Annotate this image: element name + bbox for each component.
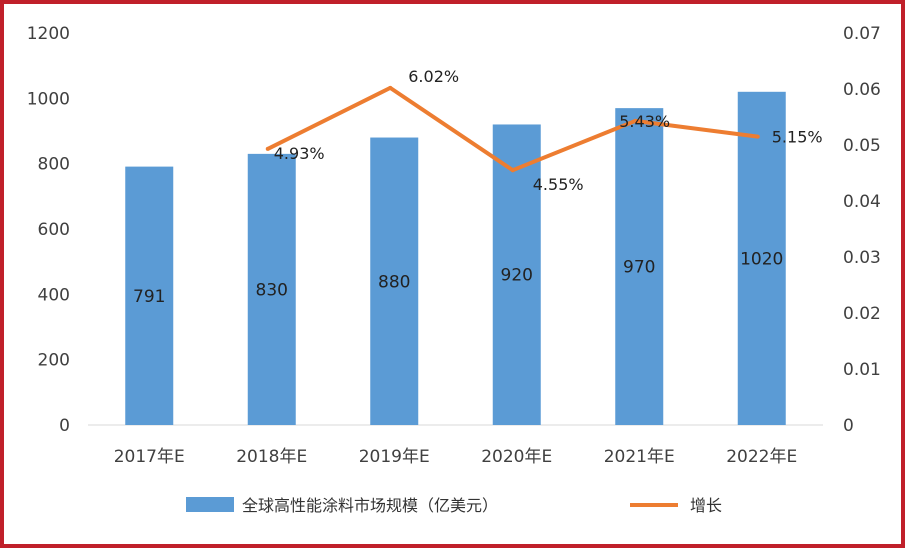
x-tick-label: 2017年E — [114, 447, 185, 467]
bar — [125, 166, 174, 425]
bar-value-label: 830 — [256, 280, 288, 300]
y-right-tick-label: 0.02 — [843, 304, 881, 324]
legend-line-label: 增长 — [690, 496, 722, 515]
y-right-tick-label: 0.04 — [843, 192, 881, 212]
y-right-tick-label: 0.07 — [843, 24, 881, 44]
x-tick-label: 2020年E — [481, 447, 552, 467]
bar — [492, 124, 541, 425]
x-tick-label: 2018年E — [236, 447, 307, 467]
growth-value-label: 4.55% — [533, 175, 584, 194]
growth-value-label: 6.02% — [408, 67, 459, 86]
x-tick-label: 2021年E — [604, 447, 675, 467]
bar — [370, 137, 419, 426]
bar — [615, 108, 664, 425]
bar-value-label: 1020 — [740, 249, 783, 269]
y-left-tick-label: 200 — [38, 351, 70, 371]
y-right-tick-label: 0.03 — [843, 248, 881, 268]
growth-value-label: 5.15% — [772, 128, 823, 147]
bar-value-label: 880 — [378, 272, 410, 292]
bar-value-label: 791 — [133, 287, 165, 307]
y-left-tick-label: 1200 — [27, 24, 70, 44]
legend-bar-swatch — [186, 497, 234, 512]
growth-point — [510, 168, 515, 173]
growth-point — [265, 146, 270, 151]
y-left-tick-label: 1000 — [27, 89, 70, 109]
bar-value-label: 920 — [501, 266, 533, 286]
x-tick-label: 2022年E — [726, 447, 797, 467]
y-right-tick-label: 0.05 — [843, 136, 881, 156]
growth-point — [633, 118, 638, 123]
growth-value-label: 4.93% — [274, 144, 325, 163]
bar-value-label: 970 — [623, 258, 655, 278]
growth-value-label: 5.43% — [619, 112, 670, 131]
y-left-tick-label: 400 — [38, 285, 70, 305]
y-left-tick-label: 600 — [38, 220, 70, 240]
growth-point — [388, 85, 393, 90]
y-left-tick-label: 800 — [38, 155, 70, 175]
bar — [247, 153, 296, 425]
growth-point — [755, 134, 760, 139]
legend-bar-label: 全球高性能涂料市场规模（亿美元） — [242, 496, 498, 515]
y-left-tick-label: 0 — [59, 416, 70, 436]
x-tick-label: 2019年E — [359, 447, 430, 467]
y-right-tick-label: 0 — [843, 416, 854, 436]
bar — [737, 91, 786, 426]
y-right-tick-label: 0.06 — [843, 80, 881, 100]
y-right-tick-label: 0.01 — [843, 360, 881, 380]
